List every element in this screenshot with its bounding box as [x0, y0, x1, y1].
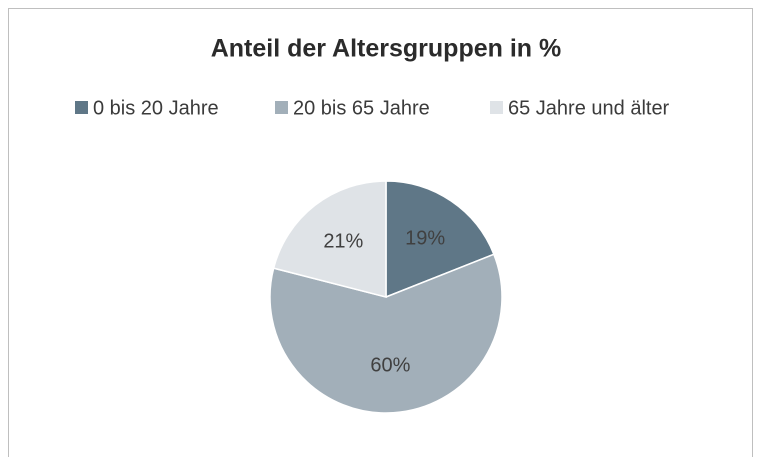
- data-label: 60%: [370, 355, 410, 377]
- pie-slice: [385, 180, 495, 299]
- data-label: 21%: [323, 230, 363, 252]
- legend-label: 0 bis 20 Jahre: [93, 97, 219, 119]
- pie-slice: [269, 253, 503, 414]
- legend-swatch: [275, 101, 288, 114]
- legend-swatch: [75, 101, 88, 114]
- data-label: 19%: [405, 228, 445, 250]
- legend-label: 65 Jahre und älter: [508, 97, 670, 119]
- pie-slice: [272, 180, 387, 298]
- chart-title: Anteil der Altersgruppen in %: [211, 35, 562, 63]
- legend-swatch: [490, 101, 503, 114]
- legend-label: 20 bis 65 Jahre: [293, 97, 430, 119]
- chart-frame: [8, 8, 753, 457]
